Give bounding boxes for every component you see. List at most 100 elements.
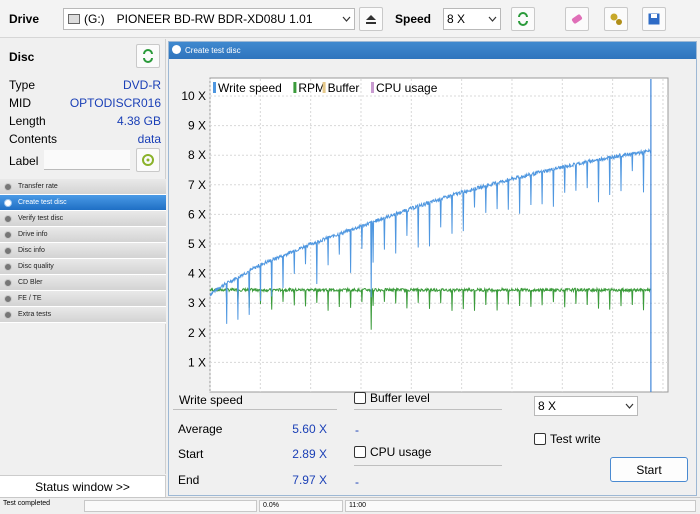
disc-label-field[interactable]: [44, 150, 130, 170]
eject-icon: [366, 14, 376, 24]
nav-item-transfer-rate[interactable]: Transfer rate: [0, 179, 166, 195]
y-tick-label: 8 X: [188, 148, 206, 162]
legend-label: CPU usage: [376, 81, 438, 95]
disc-header: Disc: [9, 50, 35, 64]
nav-item-label: CD Bler: [18, 279, 43, 286]
checkbox-box[interactable]: [354, 392, 366, 404]
disc-icon: [4, 262, 12, 271]
set-label-button[interactable]: [136, 148, 160, 172]
nav-item-disc-info[interactable]: Disc info: [0, 243, 166, 259]
chevron-down-icon: [484, 9, 500, 29]
legend-label: RPM: [298, 81, 325, 95]
buffer-level-label: Buffer level: [370, 391, 430, 405]
disc-icon: [4, 182, 12, 191]
y-tick-label: 2 X: [188, 326, 206, 340]
save-button[interactable]: [642, 7, 666, 31]
disc-icon: [4, 310, 12, 319]
test-speed-select[interactable]: 8 X: [534, 396, 638, 416]
disc-icon: [4, 230, 12, 239]
label-icon: [142, 154, 154, 166]
window-title: Create test disc: [185, 46, 241, 55]
disc-type-label: Type: [9, 78, 36, 92]
drive-icon: [68, 14, 80, 24]
disc-icon: [4, 214, 12, 223]
legend-label: Buffer: [328, 81, 360, 95]
write-speed-series-line: [209, 147, 652, 324]
eraser-icon: [571, 14, 583, 24]
disc-contents-row: Contents data: [9, 132, 161, 148]
legend-swatch: [371, 82, 374, 93]
y-tick-label: 9 X: [188, 119, 206, 133]
divider: [354, 409, 502, 410]
drive-name: PIONEER BD-RW BDR-XD08U 1.01: [116, 12, 313, 26]
disc-type-value: DVD-R: [123, 78, 161, 92]
speed-label: Speed: [395, 12, 432, 26]
chevron-down-icon: [621, 396, 637, 416]
y-tick-label: 3 X: [188, 296, 206, 310]
drive-label: Drive: [9, 12, 40, 26]
nav-item-verify-test-disc[interactable]: Verify test disc: [0, 211, 166, 227]
progress-percent: 0.0%: [259, 500, 343, 512]
test-write-label: Test write: [550, 432, 601, 446]
disc-icon: [4, 246, 12, 255]
rpm-series-line: [209, 286, 652, 330]
disc-mid-value: OPTODISCR016: [69, 96, 161, 110]
nav-item-label: Verify test disc: [18, 215, 64, 222]
legend-label: Write speed: [218, 81, 282, 95]
disc-panel: Disc Type DVD-R MID OPTODISCR016 Length …: [0, 39, 166, 179]
legend-swatch: [213, 82, 216, 93]
nav-item-drive-info[interactable]: Drive info: [0, 227, 166, 243]
y-tick-label: 6 X: [188, 207, 206, 221]
write-speed-heading: Write speed: [179, 393, 243, 407]
erase-button[interactable]: [565, 7, 589, 31]
nav-item-label: Disc info: [18, 247, 45, 254]
plot-area: [209, 77, 669, 393]
disc-icon: [4, 278, 12, 287]
end-label: End: [178, 473, 200, 487]
legend-swatch: [293, 82, 297, 93]
nav-item-fe-te[interactable]: FE / TE: [0, 291, 166, 307]
nav-item-label: Transfer rate: [18, 183, 58, 190]
cpu-usage-value: -: [355, 475, 359, 489]
divider: [173, 409, 337, 410]
disc-length-label: Length: [9, 114, 46, 128]
buffer-level-value: -: [355, 423, 359, 437]
test-speed-value: 8 X: [538, 399, 557, 413]
cpu-usage-label: CPU usage: [370, 445, 432, 459]
disc-label-label: Label: [9, 154, 39, 168]
y-tick-label: 1 X: [188, 355, 206, 369]
refresh-disc-button[interactable]: [136, 44, 160, 68]
disc-type-row: Type DVD-R: [9, 78, 161, 94]
test-write-checkbox[interactable]: Test write: [534, 432, 601, 446]
start-button[interactable]: Start: [610, 457, 688, 482]
divider: [354, 465, 502, 466]
nav-item-label: Extra tests: [18, 311, 52, 318]
buffer-level-checkbox[interactable]: Buffer level: [354, 391, 430, 405]
options-button[interactable]: [604, 7, 628, 31]
checkbox-box[interactable]: [534, 433, 546, 445]
nav-item-extra-tests[interactable]: Extra tests: [0, 307, 166, 323]
nav-item-cd-bler[interactable]: CD Bler: [0, 275, 166, 291]
write-speed-chart: 1 X2 X3 X4 X5 X6 X7 X8 X9 X10 X 0.00.51.…: [181, 77, 669, 393]
y-tick-label: 7 X: [188, 178, 206, 192]
refresh-icon: [518, 12, 528, 26]
start-label: Start: [178, 447, 204, 461]
elapsed-time: 11:00: [345, 500, 696, 512]
eject-button[interactable]: [359, 7, 383, 31]
cpu-usage-checkbox[interactable]: CPU usage: [354, 445, 431, 459]
refresh-speed-button[interactable]: [511, 7, 535, 31]
nav-item-create-test-disc[interactable]: Create test disc: [0, 195, 166, 211]
disc-icon: [172, 45, 181, 54]
nav-item-disc-quality[interactable]: Disc quality: [0, 259, 166, 275]
speed-value: 8 X: [447, 12, 466, 26]
y-tick-label: 5 X: [188, 237, 206, 251]
nav-item-label: Disc quality: [18, 263, 54, 270]
progress-bar: [84, 500, 257, 512]
nav-item-label: Drive info: [18, 231, 48, 238]
speed-select[interactable]: 8 X: [443, 8, 501, 30]
checkbox-box[interactable]: [354, 446, 366, 458]
status-window-button[interactable]: Status window >>: [0, 475, 166, 497]
drive-select[interactable]: (G:) PIONEER BD-RW BDR-XD08U 1.01: [63, 8, 355, 30]
test-nav: Transfer rate Create test disc Verify te…: [0, 179, 166, 323]
chevron-down-icon: [338, 9, 354, 29]
